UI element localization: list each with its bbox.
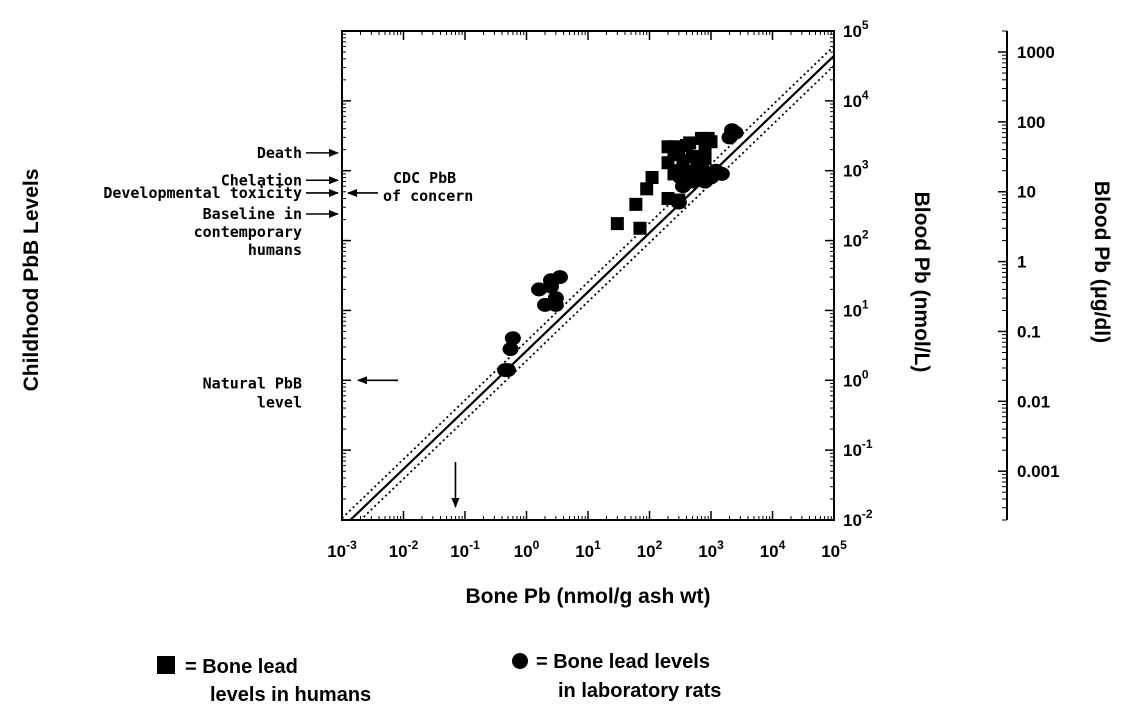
y-right-tick-label: 102: [843, 228, 869, 251]
rat-data-point: [551, 270, 568, 285]
annotation-cdc-line1: CDC PbB: [393, 169, 456, 187]
y-far-axis: 1000 100 10 1 0.1 0.01 0.001: [998, 30, 1060, 521]
y-right-tick-label: 100: [843, 367, 869, 390]
y-left-axis-ticks: [342, 30, 351, 521]
annotation-baseline-line1: Baseline in: [203, 205, 302, 223]
x-axis-ticks: 10-3 10-2 10-1 100 101 102 103 104 105: [327, 31, 847, 561]
legend-human-line2: levels in humans: [210, 684, 371, 706]
annotation-death: Death: [257, 144, 302, 162]
human-data-point: [683, 136, 697, 150]
y-right-tick-label: 10-1: [843, 437, 873, 460]
human-data-point: [661, 156, 675, 170]
legend-square-marker: [157, 656, 175, 674]
annotation-natural-line1: Natural PbB: [203, 374, 302, 392]
annotation-cdc-line2: of concern: [383, 187, 473, 205]
legend: = Bone lead levels in humans = Bone lead…: [157, 651, 721, 706]
confidence-upper-line: [342, 45, 834, 519]
plot-frame: [341, 30, 835, 521]
y-right-tick-label: 103: [843, 158, 869, 181]
x-tick-label: 101: [575, 538, 601, 561]
y-far-tick-label: 1: [1017, 253, 1026, 272]
y-left-axis-title: Childhood PbB Levels: [20, 169, 43, 392]
x-tick-label: 105: [821, 538, 847, 561]
y-right-tick-label: 105: [843, 18, 869, 41]
rat-data-point: [713, 166, 730, 181]
x-tick-label: 103: [698, 538, 724, 561]
x-tick-label: 10-1: [450, 538, 480, 561]
confidence-lower-line: [359, 64, 834, 520]
rat-data-point: [547, 297, 564, 312]
annotation-chelation: Chelation: [221, 171, 302, 189]
y-far-tick-label: 100: [1017, 113, 1045, 132]
x-tick-label: 10-2: [389, 538, 419, 561]
rat-data-point: [727, 125, 744, 140]
annotation-baseline-line2: contemporary: [194, 223, 302, 241]
rat-data-point: [689, 153, 706, 168]
data-points: [497, 123, 744, 378]
y-far-tick-label: 0.01: [1017, 392, 1050, 411]
rat-data-point: [542, 279, 559, 294]
x-tick-label: 104: [760, 538, 786, 561]
legend-human-line1: = Bone lead: [185, 656, 298, 678]
rat-data-point: [499, 363, 516, 378]
y-right-axis-ticks: 105 104 103 102 101 100 10-1 10-2: [825, 18, 873, 530]
annotation-developmental-toxicity: Developmental toxicity: [103, 184, 302, 202]
rat-data-point: [502, 342, 519, 357]
rat-data-point: [504, 331, 521, 346]
y-far-tick-label: 1000: [1017, 43, 1055, 62]
y-right-axis-title: Blood Pb (nmol/L): [910, 192, 933, 373]
annotation-baseline-line3: humans: [248, 241, 302, 259]
human-data-point: [629, 197, 643, 211]
x-tick-label: 100: [514, 538, 540, 561]
y-far-axis-title: Blood Pb (μg/dl): [1090, 181, 1113, 343]
annotation-natural-line2: level: [257, 393, 302, 411]
y-right-tick-label: 101: [843, 297, 869, 320]
human-data-point: [704, 135, 718, 149]
x-tick-label: 10-3: [327, 538, 357, 561]
human-data-point: [633, 221, 647, 235]
human-data-point: [610, 217, 624, 231]
y-far-tick-label: 10: [1017, 183, 1036, 202]
human-data-point: [667, 144, 681, 158]
legend-rat-line2: in laboratory rats: [558, 680, 721, 702]
x-tick-label: 102: [637, 538, 663, 561]
human-data-point: [645, 170, 659, 184]
human-data-point: [640, 182, 654, 196]
y-far-tick-label: 0.1: [1017, 322, 1041, 341]
y-right-tick-label: 104: [843, 88, 869, 111]
x-axis-title: Bone Pb (nmol/g ash wt): [466, 585, 711, 608]
y-right-tick-label: 10-2: [843, 507, 873, 530]
legend-rat-line1: = Bone lead levels: [536, 651, 710, 673]
rat-data-point: [670, 195, 687, 210]
legend-circle-marker: [512, 653, 528, 669]
regression-line: [348, 55, 834, 520]
y-far-tick-label: 0.001: [1017, 462, 1060, 481]
